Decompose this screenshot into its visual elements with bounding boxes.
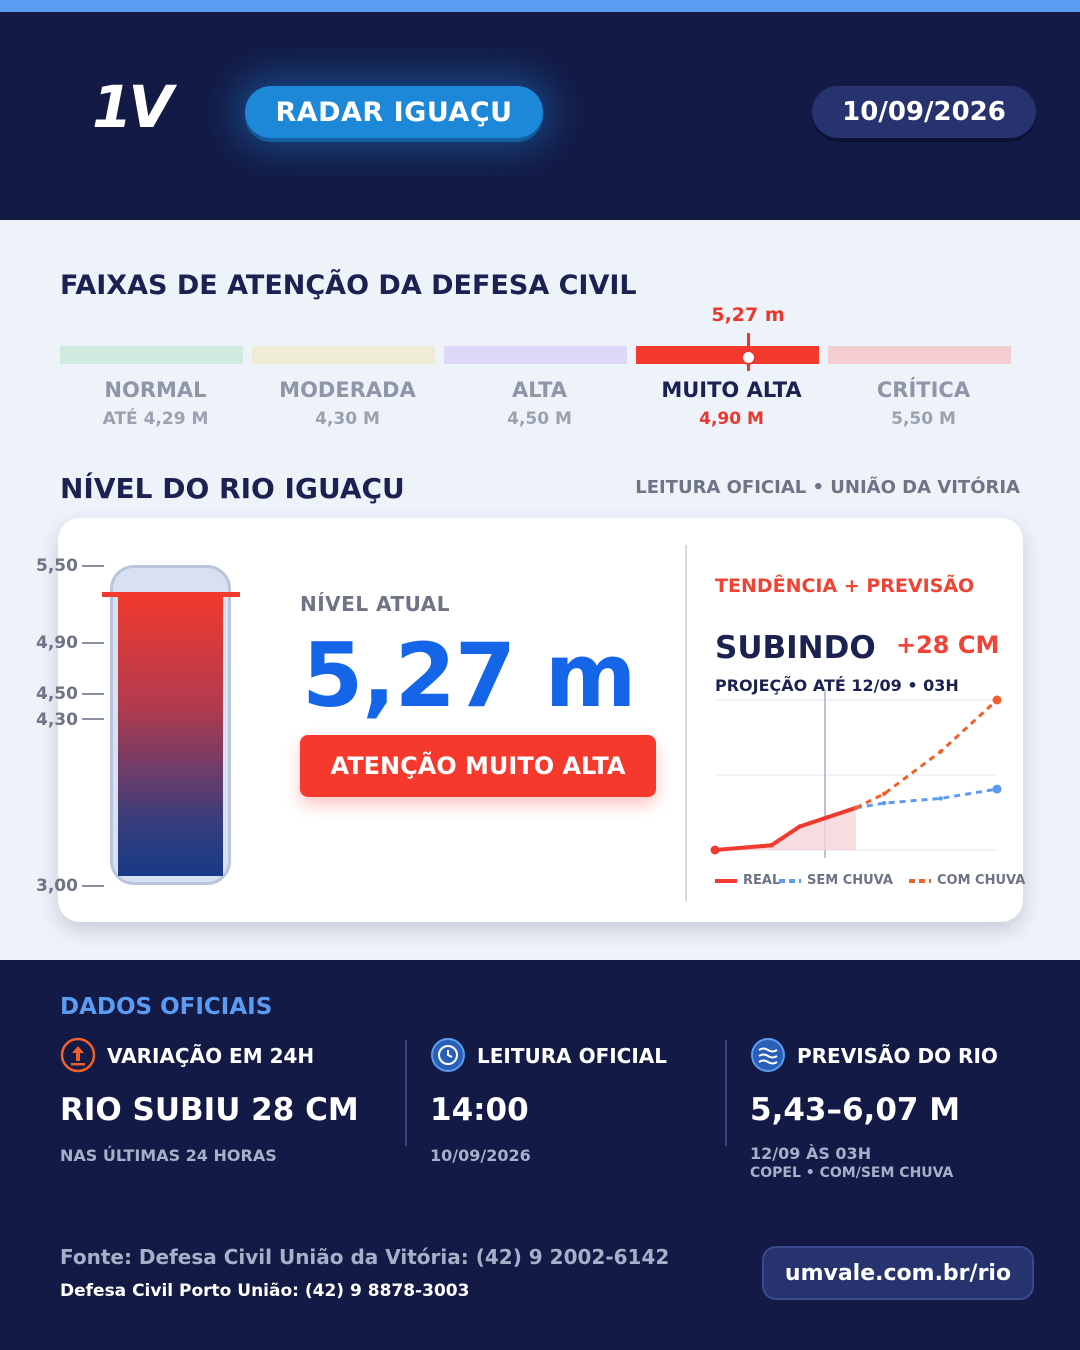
col2-sub: 10/09/2026 [430,1146,531,1165]
band-value-normal: ATÉ 4,29 M [102,409,209,429]
chart-point [992,695,1002,705]
trend-title: TENDÊNCIA + PREVISÃO [715,575,975,597]
trend-chart [710,690,1002,858]
scale-tick [82,565,104,567]
projection-label: PROJEÇÃO ATÉ 12/09 • 03H [715,676,959,695]
bands-title: FAIXAS DE ATENÇÃO DA DEFESA CIVIL [60,270,637,301]
scale-label-450: 4,50 [36,684,78,704]
band-moderada-bar [252,346,435,364]
top-accent-strip [0,0,1080,12]
scale-tick [82,718,104,720]
legend-sem-label: SEM CHUVA [807,873,893,888]
band-value-critica: 5,50 M [891,409,956,429]
scale-tick [82,885,104,887]
band-critica-bar [828,346,1011,364]
legend-com-chuva: COM CHUVA [909,873,1025,888]
chart-point [882,791,887,796]
scale-label-490: 4,90 [36,633,78,653]
trend-delta: +28 CM [896,631,1000,659]
legend-sem-chuva: SEM CHUVA [779,873,893,888]
band-value-alta: 4,50 M [507,409,572,429]
band-name-normal: NORMAL [104,378,207,402]
level-tube-fill [118,596,223,876]
clock-icon [431,1038,465,1072]
scale-label-300: 3,00 [36,876,78,896]
col3-value: 5,43–6,07 M [750,1092,961,1128]
legend-real-swatch [715,878,737,883]
current-level-label: NÍVEL ATUAL [300,592,450,616]
alert-badge: ATENÇÃO MUITO ALTA [300,735,656,797]
band-value-muito-alta: 4,90 M [699,409,764,429]
series-com-chuva [855,698,999,810]
card-divider [685,545,687,901]
col1-head: VARIAÇÃO EM 24H [107,1044,315,1068]
date-badge: 10/09/2026 [812,86,1036,138]
scale-tick [82,693,104,695]
legend-com-swatch [909,878,931,883]
band-name-critica: CRÍTICA [876,378,971,402]
chart-point [825,814,830,820]
scale-label-550: 5,50 [36,556,78,576]
scale-tick [82,642,104,644]
col1-value: RIO SUBIU 28 CM [60,1092,359,1128]
footer-divider [725,1040,727,1146]
source-line-1: Fonte: Defesa Civil União da Vitória: (4… [60,1245,670,1269]
band-name-moderada: MODERADA [279,378,416,402]
col1-sub: NAS ÚLTIMAS 24 HORAS [60,1146,277,1165]
website-link[interactable]: umvale.com.br/rio [762,1246,1034,1300]
footer-title: DADOS OFICIAIS [60,994,273,1020]
legend-com-label: COM CHUVA [937,873,1026,888]
scale-label-430: 4,30 [36,710,78,730]
legend-real-label: REAL [743,873,781,888]
radar-badge: RADAR IGUAÇU [245,86,543,138]
water-waves-icon [751,1038,785,1072]
level-subtitle: LEITURA OFICIAL • UNIÃO DA VITÓRIA [635,477,1020,498]
chart-point [710,845,720,855]
col2-head: LEITURA OFICIAL [477,1044,668,1068]
footer-divider [405,1040,407,1146]
chart-point [938,749,943,754]
band-normal-bar [60,346,243,364]
real-area [715,807,856,850]
level-marker-dot [741,350,756,365]
col3-sub2: COPEL • COM/SEM CHUVA [750,1165,954,1181]
chart-point [853,805,859,811]
legend-sem-swatch [779,878,801,883]
source-line-2: Defesa Civil Porto União: (42) 9 8878-30… [60,1281,470,1301]
arrow-up-icon [60,1037,96,1073]
band-alta-bar [444,346,627,364]
chart-point [882,800,887,806]
chart-point [992,784,1002,794]
chart-point [769,843,774,848]
band-value-moderada: 4,30 M [315,409,380,429]
brand-logo[interactable]: 1V [92,73,173,141]
trend-direction: SUBINDO [715,630,876,666]
level-title: NÍVEL DO RIO IGUAÇU [60,472,405,505]
current-level-marker-label: 5,27 m [711,304,785,326]
legend-real: REAL [715,873,780,888]
chart-point [797,824,802,829]
band-name-alta: ALTA [511,378,568,402]
current-level-value: 5,27 m [302,624,636,727]
band-name-muito-alta: MUITO ALTA [661,378,802,402]
col2-value: 14:00 [430,1092,529,1128]
col3-head: PREVISÃO DO RIO [797,1044,998,1068]
band-muito-alta-bar [636,346,819,364]
chart-point [938,796,943,801]
col3-sub: 12/09 ÀS 03H [750,1144,872,1163]
level-tube-indicator [102,592,240,597]
series-sem-chuva [855,787,998,810]
